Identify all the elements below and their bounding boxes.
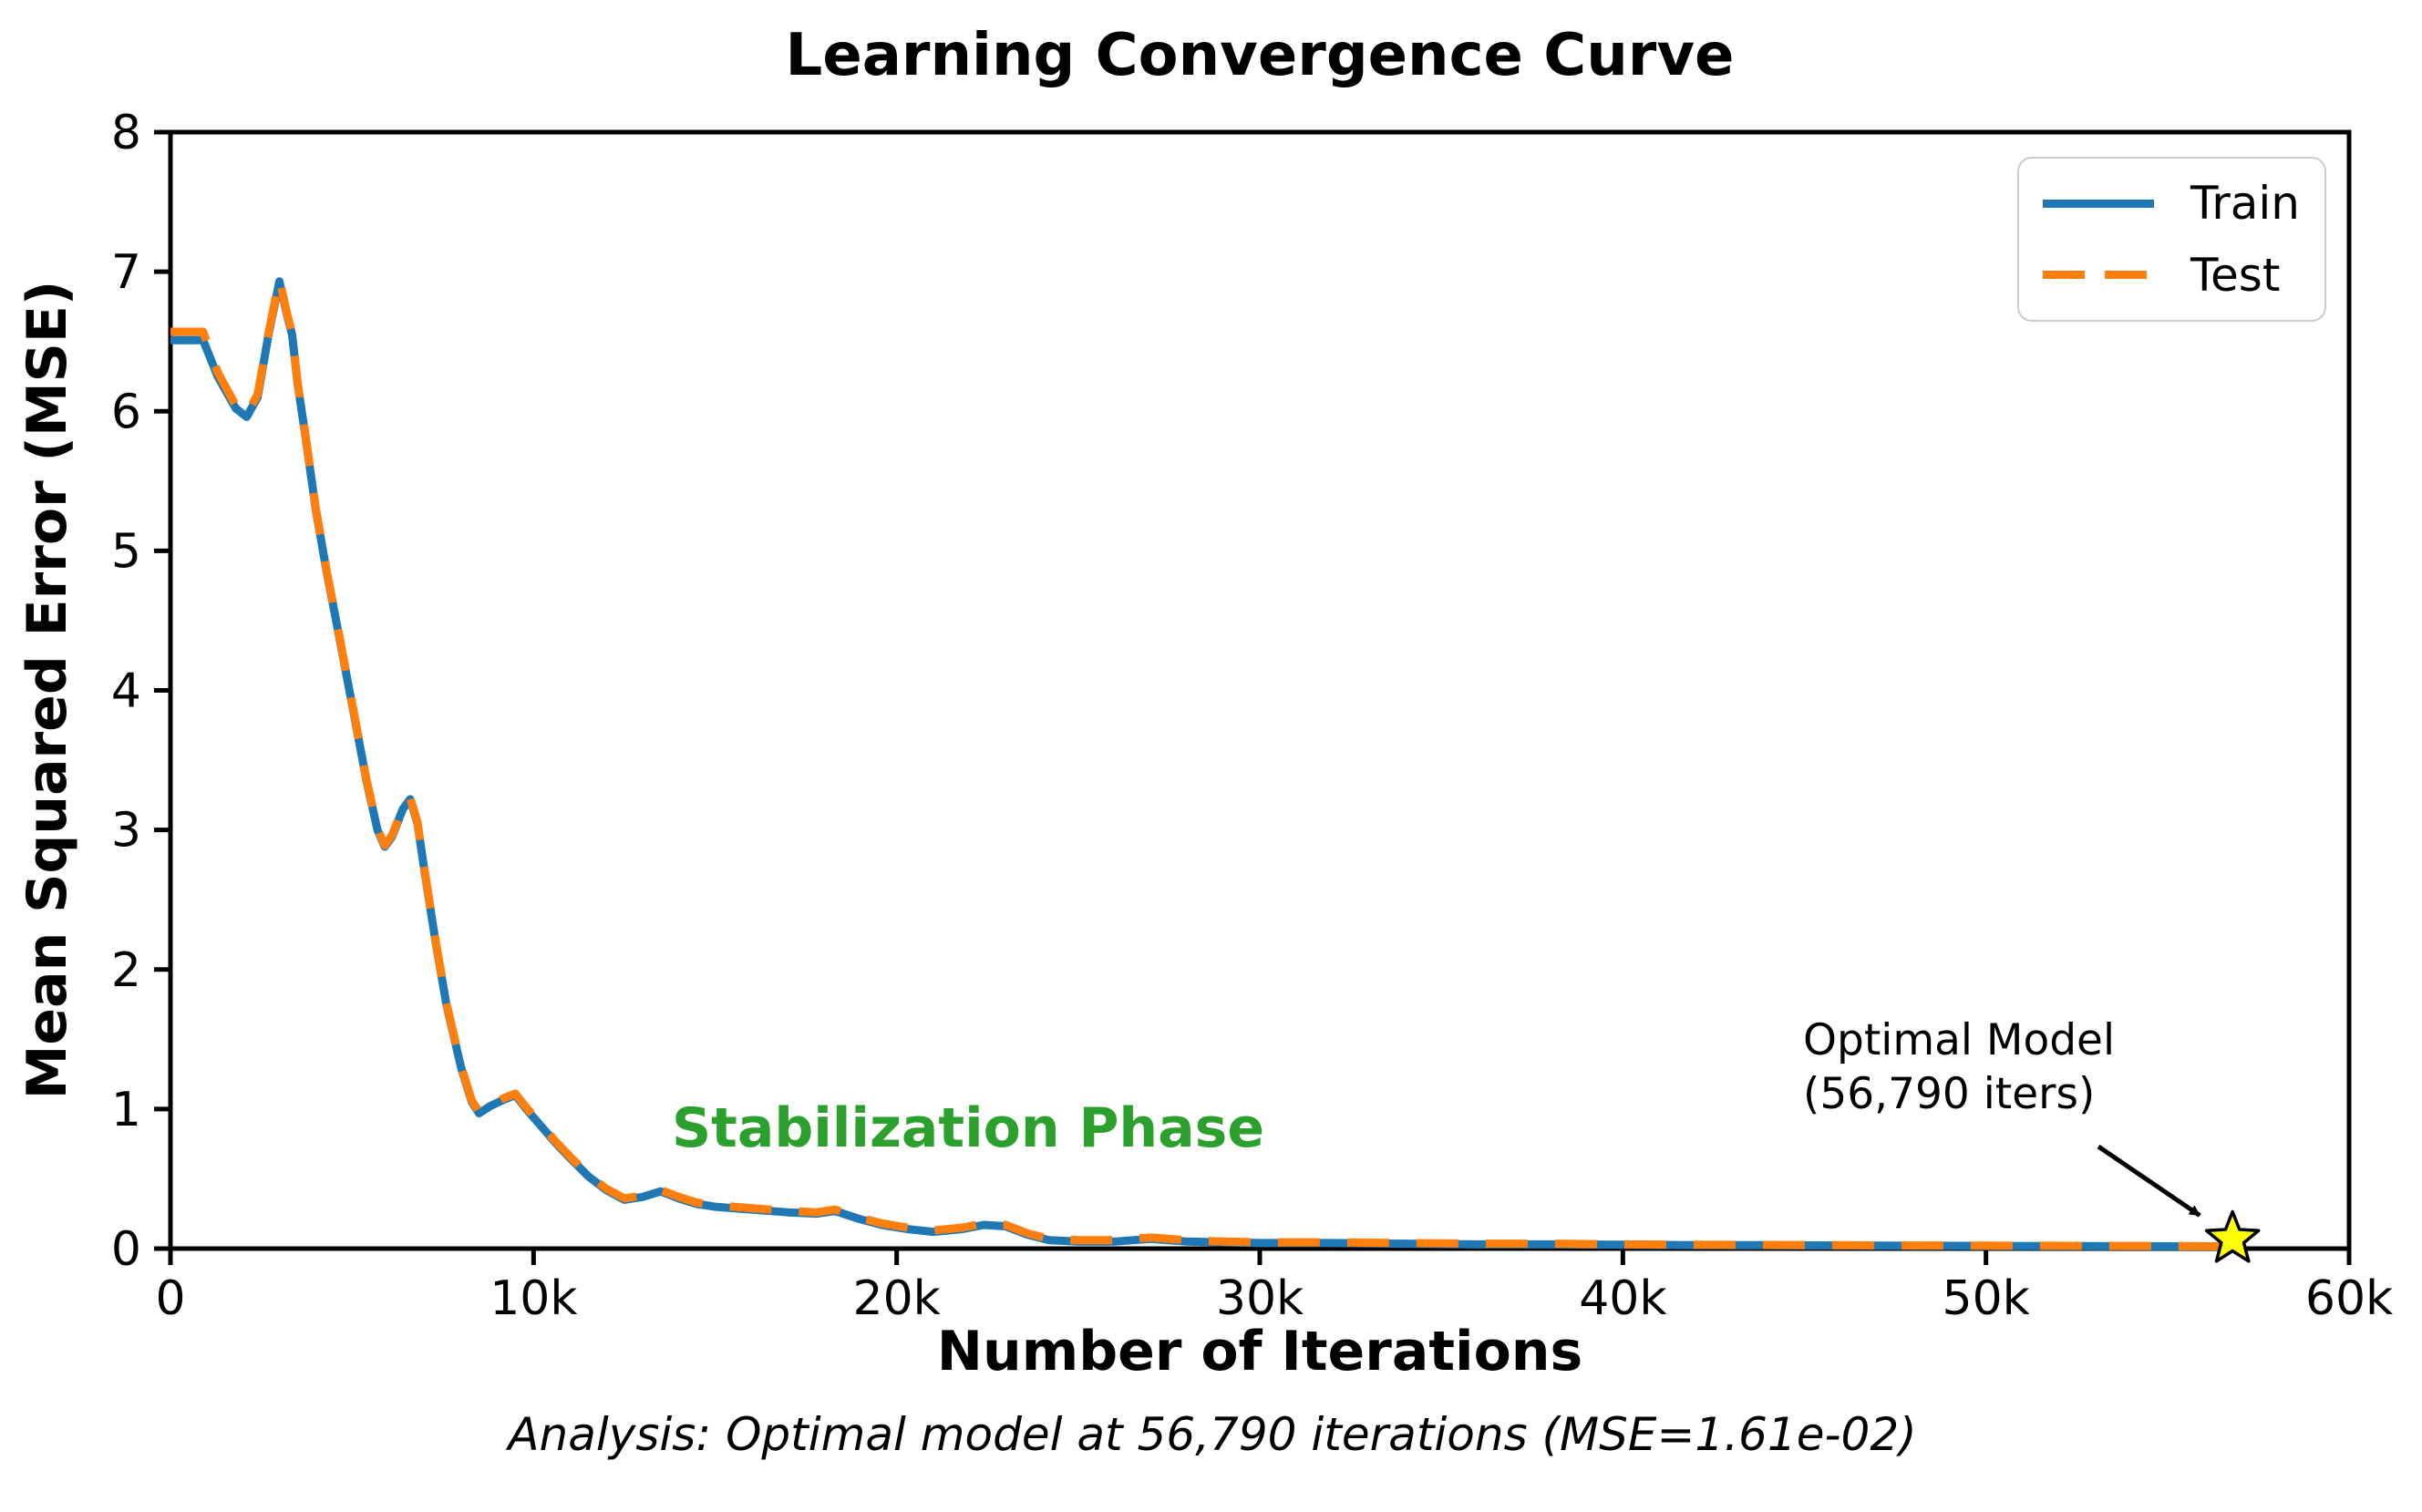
- chart-title: Learning Convergence Curve: [785, 22, 1735, 89]
- legend-item-train: Train: [2043, 177, 2301, 230]
- legend: Train Test: [2017, 157, 2326, 322]
- optimal-star-marker: [2204, 1209, 2261, 1263]
- legend-test-label: Test: [2190, 248, 2281, 302]
- y-tick-label: 1: [111, 1083, 141, 1137]
- test-line: [170, 274, 2233, 1250]
- x-tick-label: 40k: [1579, 1271, 1666, 1326]
- annotation-arrow: [2097, 1144, 2201, 1218]
- x-tick-label: 10k: [490, 1271, 577, 1326]
- legend-train-label: Train: [2190, 177, 2300, 231]
- legend-test-line-sample: [2043, 271, 2154, 280]
- legend-item-test: Test: [2043, 249, 2301, 302]
- optimal-model-annotation: Optimal Model (56,790 iters): [1803, 1013, 2115, 1121]
- y-tick-label: 4: [111, 664, 141, 719]
- x-tick-label: 0: [155, 1271, 185, 1326]
- x-tick-label: 30k: [1216, 1271, 1304, 1326]
- x-tick-label: 50k: [1943, 1271, 2030, 1326]
- x-tick-label: 60k: [2305, 1271, 2393, 1326]
- y-tick-label: 8: [111, 106, 141, 160]
- analysis-footnote: Analysis: Optimal model at 56,790 iterat…: [508, 1408, 1917, 1461]
- series-lines: [170, 274, 2233, 1250]
- optimal-model-annotation-line1: Optimal Model: [1803, 1015, 2116, 1065]
- legend-train-line-sample: [2043, 199, 2154, 208]
- y-axis-label: Mean Squared Error (MSE): [15, 280, 79, 1100]
- y-tick-label: 3: [111, 804, 141, 859]
- axes: 0 10k 20k 30k 40k 50k 60k 0 1 2 3 4 5 6 7 8: [111, 106, 2393, 1326]
- optimal-model-annotation-line2: (56,790 iters): [1803, 1069, 2096, 1120]
- y-tick-label: 0: [111, 1222, 141, 1277]
- y-tick-label: 2: [111, 943, 141, 998]
- y-tick-label: 6: [111, 385, 141, 439]
- x-tick-label: 20k: [853, 1271, 941, 1326]
- stabilization-phase-label: Stabilization Phase: [671, 1096, 1265, 1160]
- y-tick-label: 7: [111, 245, 141, 300]
- x-axis-label: Number of Iterations: [936, 1320, 1583, 1383]
- y-tick-label: 5: [111, 524, 141, 579]
- annotation-graphics: [2097, 1144, 2261, 1263]
